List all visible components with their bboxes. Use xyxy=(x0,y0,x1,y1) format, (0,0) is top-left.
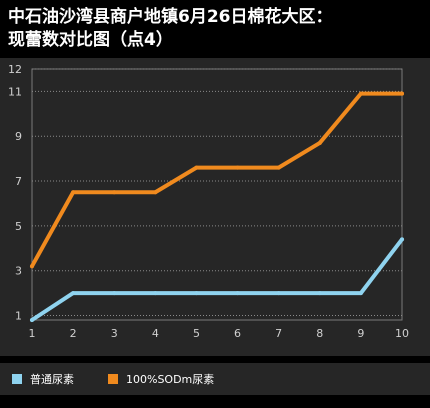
series-1-point xyxy=(153,291,158,296)
y-tick-label: 5 xyxy=(15,220,22,233)
series-2-point xyxy=(112,190,117,195)
legend-label-series-2: 100%SODm尿素 xyxy=(126,373,215,386)
x-tick-label: 2 xyxy=(70,327,77,340)
legend: 普通尿素 100%SODm尿素 xyxy=(0,363,430,395)
series-2-point xyxy=(194,165,199,170)
series-1-point xyxy=(71,291,76,296)
series-1-point xyxy=(112,291,117,296)
series-2-point xyxy=(71,190,76,195)
plot-panel xyxy=(0,58,430,356)
series-1-point xyxy=(194,291,199,296)
series-1-point xyxy=(276,291,281,296)
series-2-point xyxy=(276,165,281,170)
chart-title-line-1: 中石油沙湾县商户地镇6月26日棉花大区： xyxy=(8,7,333,27)
plot-border xyxy=(31,68,403,321)
x-tick-label: 6 xyxy=(234,327,241,340)
series-1-point xyxy=(358,291,363,296)
series-1-point xyxy=(400,237,404,242)
series-2-point xyxy=(400,91,404,96)
x-tick-label: 10 xyxy=(395,327,409,340)
series-2-point xyxy=(317,140,322,145)
y-tick-label: 12 xyxy=(8,63,22,76)
legend-item-series-1: 普通尿素 xyxy=(12,372,74,386)
y-tick-label: 11 xyxy=(8,85,22,98)
chart-title-line-2: 现蕾数对比图（点4） xyxy=(8,30,173,50)
series-1-point xyxy=(317,291,322,296)
series-1-point xyxy=(235,291,240,296)
legend-swatch-series-2 xyxy=(108,374,118,384)
series-2-point xyxy=(358,91,363,96)
legend-swatch-series-1 xyxy=(12,374,22,384)
x-tick-label: 9 xyxy=(357,327,364,340)
x-tick-label: 1 xyxy=(29,327,36,340)
legend-item-series-2: 100%SODm尿素 xyxy=(108,372,214,386)
series-2-point xyxy=(30,264,34,269)
x-tick-label: 3 xyxy=(111,327,118,340)
x-tick-label: 5 xyxy=(193,327,200,340)
y-tick-label: 9 xyxy=(15,130,22,143)
x-tick-label: 7 xyxy=(275,327,282,340)
series-line-1 xyxy=(30,237,404,322)
y-tick-label: 3 xyxy=(15,265,22,278)
y-tick-label: 7 xyxy=(15,175,22,188)
series-2-point xyxy=(153,190,158,195)
x-tick-label: 4 xyxy=(152,327,159,340)
x-tick-label: 8 xyxy=(316,327,323,340)
y-tick-label: 1 xyxy=(15,310,22,323)
legend-label-series-1: 普通尿素 xyxy=(30,373,74,386)
chart-title: 中石油沙湾县商户地镇6月26日棉花大区： 现蕾数对比图（点4） xyxy=(8,6,426,52)
series-line-2 xyxy=(30,91,404,269)
series-1-point xyxy=(30,318,34,322)
series-2-point xyxy=(235,165,240,170)
